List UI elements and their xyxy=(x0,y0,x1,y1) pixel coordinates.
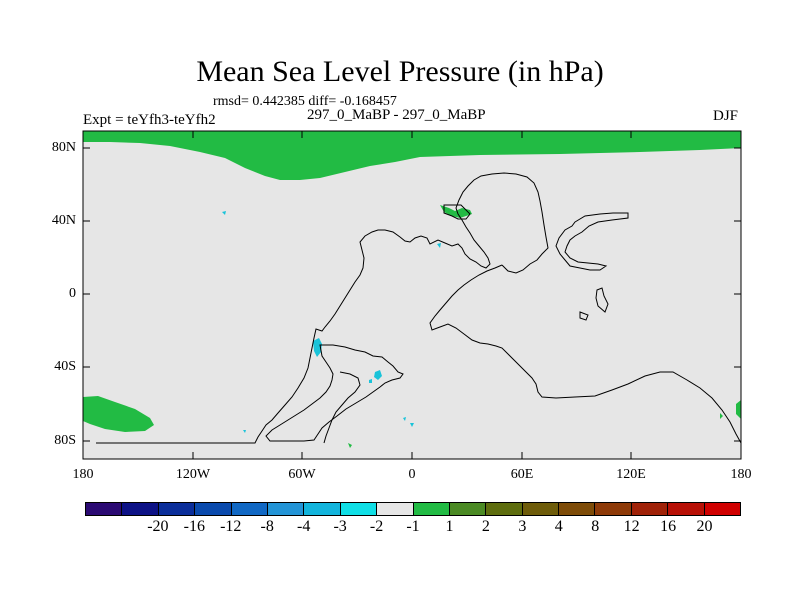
colorbar-label: 3 xyxy=(518,518,527,535)
colorbar-label: 16 xyxy=(660,518,677,535)
colorbar-swatch xyxy=(485,502,522,516)
lon-label: 120W xyxy=(175,467,211,482)
colorbar-label: 1 xyxy=(445,518,454,535)
lon-label: 60W xyxy=(288,467,316,482)
colorbar-label: -16 xyxy=(183,518,205,535)
colorbar-label: -1 xyxy=(406,518,420,535)
coastline-asia xyxy=(555,212,629,271)
lon-label: 120E xyxy=(616,467,646,482)
colorbar-swatch xyxy=(157,502,195,516)
small-positive-spot xyxy=(348,443,352,448)
south-pacific-positive-region xyxy=(83,396,154,432)
coastline-europe-africa xyxy=(429,264,742,444)
colorbar-swatch xyxy=(230,502,267,516)
coastline-americas xyxy=(96,172,549,444)
lon-label: 60E xyxy=(510,467,534,482)
colorbar-swatch xyxy=(303,502,340,516)
axis-ticks xyxy=(82,131,742,459)
colorbar xyxy=(85,502,742,516)
colorbar-swatch xyxy=(703,502,742,516)
colorbar-swatch xyxy=(376,502,413,516)
colorbar-label: 20 xyxy=(696,518,713,535)
arctic-positive-region xyxy=(83,131,741,180)
stats-text: rmsd= 0.442385 diff= -0.168457 xyxy=(213,94,397,109)
coastline-island xyxy=(579,311,589,321)
season-label: DJF xyxy=(713,108,739,124)
colorbar-label: 4 xyxy=(554,518,563,535)
lat-label: 80S xyxy=(54,433,76,448)
colorbar-label: -8 xyxy=(260,518,274,535)
continent-outlines xyxy=(96,172,742,444)
colorbar-label: -2 xyxy=(369,518,384,535)
colorbar-swatch xyxy=(667,502,704,516)
runs-text: 297_0_MaBP - 297_0_MaBP xyxy=(307,107,486,123)
negative-spot-andes xyxy=(313,338,322,357)
lat-label: 40N xyxy=(51,213,76,228)
negative-spot xyxy=(410,423,414,427)
negative-spot xyxy=(437,243,441,248)
negative-spot xyxy=(374,370,382,380)
colorbar-label: 2 xyxy=(481,518,490,535)
negative-spot xyxy=(222,211,226,215)
lat-label: 80N xyxy=(51,140,76,155)
lat-label: 0 xyxy=(69,286,76,301)
lon-label: 180 xyxy=(730,467,752,482)
colorbar-swatch xyxy=(521,502,559,516)
lon-label: 0 xyxy=(408,467,416,482)
colorbar-swatch xyxy=(266,502,304,516)
colorbar-swatch xyxy=(594,502,631,516)
negative-spot xyxy=(403,417,406,421)
mediterranean-positive-spot xyxy=(440,205,472,218)
colorbar-label: 8 xyxy=(591,518,600,535)
colorbar-swatch xyxy=(194,502,231,516)
colorbar-label: -20 xyxy=(147,518,169,535)
negative-spot xyxy=(243,430,246,433)
coastline-greenland-mediterranean xyxy=(443,204,471,220)
negative-spot xyxy=(369,379,372,383)
map-background xyxy=(83,131,741,459)
colorbar-swatch xyxy=(630,502,668,516)
chart-title: Mean Sea Level Pressure (in hPa) xyxy=(196,55,604,88)
colorbar-swatch xyxy=(121,502,158,516)
colorbar-swatch xyxy=(85,502,122,516)
colorbar-label: -12 xyxy=(220,518,242,535)
coastline-antarctic-peninsula xyxy=(265,344,404,442)
colorbar-swatch xyxy=(448,502,486,516)
colorbar-label: 12 xyxy=(623,518,640,535)
colorbar-swatch xyxy=(339,502,377,516)
coastline-southeast-asia xyxy=(595,287,609,313)
colorbar-swatch xyxy=(558,502,595,516)
experiment-label: Expt = teYfh3-teYfh2 xyxy=(83,112,216,128)
east-edge-positive-region xyxy=(736,400,741,419)
lat-label: 40S xyxy=(54,359,76,374)
coastline-south-inner xyxy=(323,371,361,444)
small-positive-spot xyxy=(720,413,723,419)
colorbar-label: -3 xyxy=(333,518,347,535)
colorbar-label: -4 xyxy=(296,518,311,535)
colorbar-swatch xyxy=(412,502,449,516)
lon-label: 180 xyxy=(72,467,94,482)
